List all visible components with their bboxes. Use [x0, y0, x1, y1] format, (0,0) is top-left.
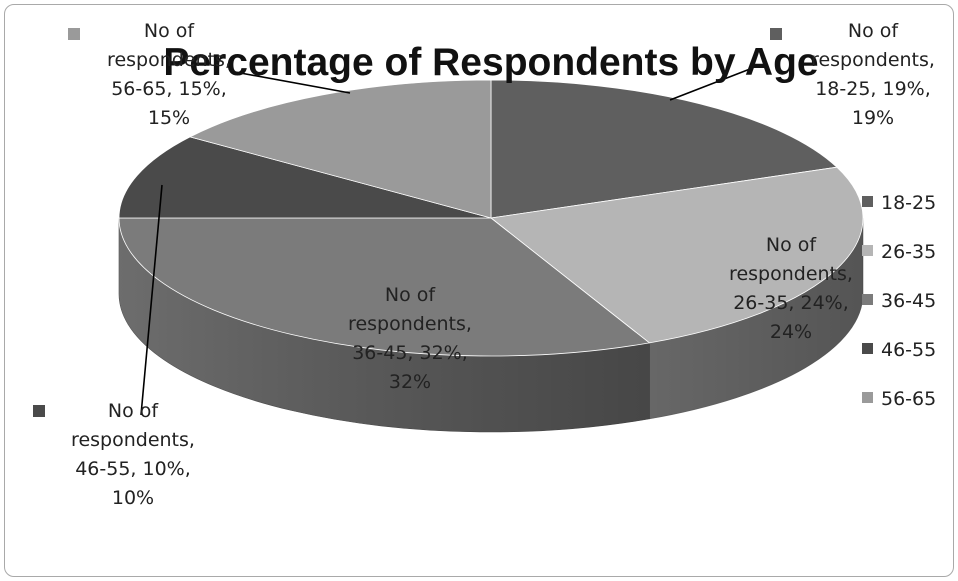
data-label-line: 56-65, 15%,: [111, 78, 227, 100]
data-label-line: respondents,: [107, 49, 231, 71]
legend-label-36-45: 36-45: [881, 290, 936, 312]
chart-frame: Percentage of Respondents by Age No of re…: [4, 4, 954, 577]
data-label-46-55: No of respondents, 46-55, 10%, 10%: [71, 400, 195, 509]
data-labels: No of respondents, 18-25, 19%, 19% No of resp…: [33, 20, 935, 509]
pie-slice-26-35: [490, 166, 864, 344]
pie-slice-46-55: [118, 136, 492, 219]
data-label-marker-46-55: [33, 405, 45, 417]
data-label-line: No of: [766, 234, 818, 256]
leader-line-56-65: [234, 71, 351, 94]
data-label-18-25: No of respondents, 18-25, 19%, 19%: [811, 20, 935, 129]
data-label-line: respondents,: [348, 313, 472, 335]
pie-slice-36-45: [118, 217, 651, 357]
data-label-line: respondents,: [811, 49, 935, 71]
legend-label-18-25: 18-25: [881, 192, 936, 214]
chart-title: Percentage of Respondents by Age: [163, 41, 818, 84]
legend-swatch-18-25: [862, 196, 873, 207]
data-label-line: No of: [848, 20, 900, 42]
data-label-line: No of: [144, 20, 196, 42]
legend-label-46-55: 46-55: [881, 339, 936, 361]
data-label-36-45: No of respondents, 36-45, 32%, 32%: [348, 284, 472, 393]
pie-side-shading: [119, 218, 863, 432]
legend-label-26-35: 26-35: [881, 241, 936, 263]
data-label-56-65: No of respondents, 56-65, 15%, 15%: [107, 20, 231, 129]
leader-line-46-55: [140, 184, 163, 416]
data-label-line: 18-25, 19%,: [815, 78, 931, 100]
legend-swatch-56-65: [862, 392, 873, 403]
legend-swatch-46-55: [862, 343, 873, 354]
data-label-line: 32%: [389, 371, 431, 393]
legend-label-56-65: 56-65: [881, 388, 936, 410]
legend-swatch-26-35: [862, 245, 873, 256]
data-label-marker-18-25: [770, 28, 782, 40]
data-label-line: No of: [385, 284, 437, 306]
data-label-26-35: No of respondents, 26-35, 24%, 24%: [729, 234, 853, 343]
pie-chart: Percentage of Respondents by Age No of re…: [33, 20, 936, 509]
data-label-line: 15%: [148, 107, 190, 129]
data-label-marker-56-65: [68, 28, 80, 40]
data-label-line: 24%: [770, 321, 812, 343]
pie-slice-56-65: [188, 79, 492, 219]
pie-top: [118, 79, 864, 357]
legend: 18-25 26-35 36-45 46-55 56-65: [862, 192, 936, 410]
data-label-line: respondents,: [729, 263, 853, 285]
leader-lines: [140, 68, 751, 416]
data-label-line: 10%: [112, 487, 154, 509]
legend-swatch-36-45: [862, 294, 873, 305]
data-label-line: 26-35, 24%,: [733, 292, 849, 314]
data-label-line: 19%: [852, 107, 894, 129]
data-label-line: No of: [108, 400, 160, 422]
pie-slice-18-25: [490, 79, 838, 219]
data-label-line: respondents,: [71, 429, 195, 451]
leader-line-18-25: [669, 68, 751, 101]
data-label-line: 36-45, 32%,: [352, 342, 468, 364]
data-label-line: 46-55, 10%,: [75, 458, 191, 480]
